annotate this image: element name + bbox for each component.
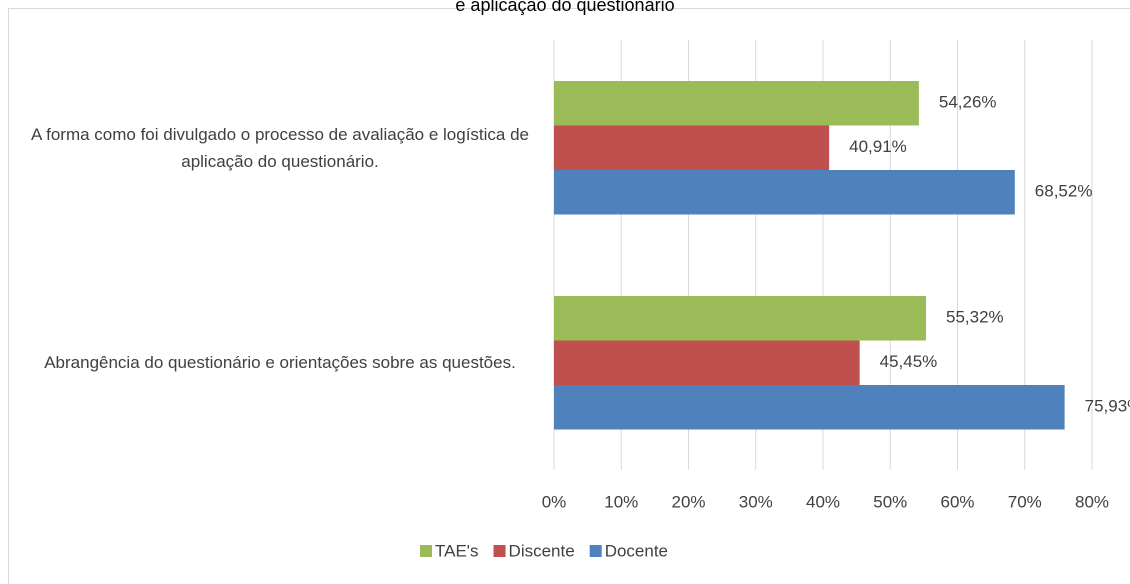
- legend-swatch: [493, 545, 506, 557]
- value-label: 45,45%: [880, 352, 938, 371]
- legend-label: Docente: [605, 541, 668, 560]
- category-label-box: Abrangência do questionário e orientaçõe…: [44, 353, 516, 373]
- legend-swatch: [589, 545, 602, 557]
- value-label: 75,93%: [1085, 397, 1130, 416]
- legend-swatch: [420, 545, 432, 557]
- x-tick-label: 60%: [940, 492, 974, 511]
- x-tick-label: 70%: [1008, 492, 1042, 511]
- value-label: 68,52%: [1035, 182, 1093, 201]
- x-tick-label: 10%: [604, 492, 638, 511]
- category-label: A forma como foi divulgado o processo de…: [30, 124, 529, 171]
- legend-label: TAE's: [435, 541, 479, 560]
- value-label: 55,32%: [946, 308, 1004, 327]
- bar: [554, 296, 927, 341]
- bar: [554, 125, 830, 170]
- category-label: Abrangência do questionário e orientaçõe…: [44, 353, 516, 373]
- value-label: 40,91%: [849, 137, 907, 156]
- x-tick-label: 50%: [873, 492, 907, 511]
- bar: [554, 385, 1065, 430]
- x-tick-label: 40%: [806, 492, 840, 511]
- x-tick-label: 80%: [1075, 492, 1109, 511]
- chart-title: e aplicação do questionário: [455, 0, 674, 15]
- chart-border: [8, 8, 1130, 584]
- bar: [554, 340, 860, 385]
- legend-label: Discente: [509, 541, 575, 560]
- x-tick-label: 0%: [542, 492, 567, 511]
- bar: [554, 81, 919, 126]
- x-tick-label: 30%: [739, 492, 773, 511]
- value-label: 54,26%: [939, 93, 997, 112]
- category-label-box: A forma como foi divulgado o processo de…: [30, 124, 529, 171]
- x-tick-label: 20%: [671, 492, 705, 511]
- bar: [554, 170, 1015, 215]
